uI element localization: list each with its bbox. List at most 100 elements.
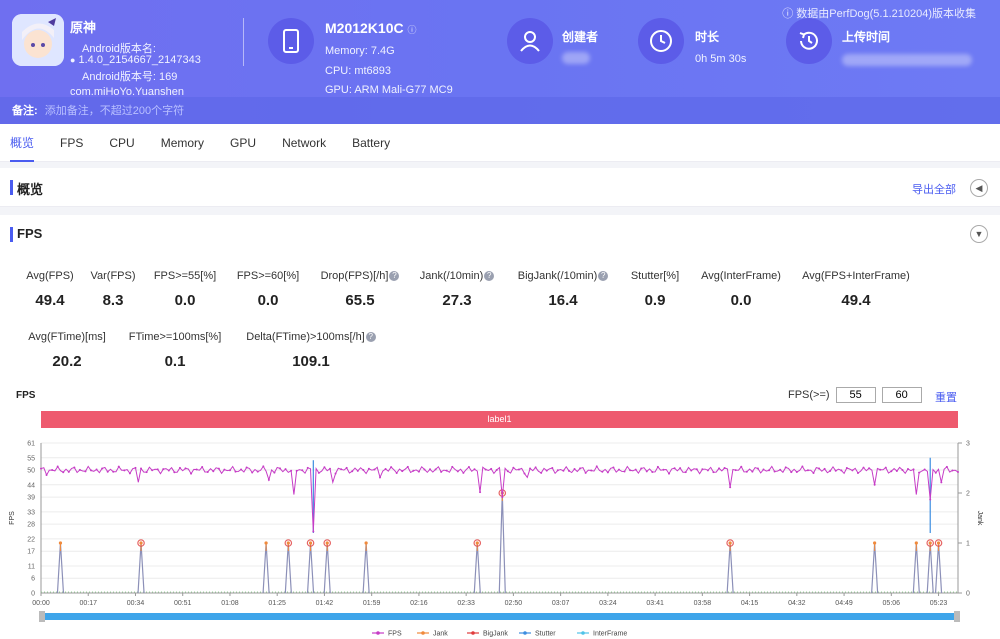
fps-point — [45, 473, 48, 476]
fps-point — [417, 470, 420, 473]
tab-fps[interactable]: FPS — [60, 135, 84, 150]
upload-time-redacted — [842, 54, 972, 66]
fps-chart-title: FPS — [16, 390, 36, 401]
y-tick-label: 61 — [27, 441, 35, 448]
help-icon[interactable]: ? — [389, 271, 400, 281]
fps-point — [629, 469, 632, 472]
fps-point — [601, 470, 604, 473]
fps-point — [651, 470, 654, 473]
fps-point — [56, 465, 59, 468]
metric-label: FTime>=100ms[%] — [128, 331, 222, 343]
jank-point — [873, 541, 877, 545]
fps-point — [306, 466, 309, 469]
metric-fps-55: FPS>=55[%] 0.0 — [115, 270, 255, 309]
fps-point — [395, 472, 398, 475]
zoom-handle-right — [954, 611, 960, 622]
bigjank-point — [284, 539, 293, 547]
fps-point — [429, 468, 432, 471]
help-icon[interactable]: ? — [365, 332, 376, 342]
fps-point — [101, 467, 104, 470]
jank-point — [364, 541, 368, 545]
device-cpu: CPU: mt6893 — [325, 65, 392, 77]
android-version-name-label: Android版本名: — [82, 43, 156, 55]
metric-label: FPS>=60[%] — [236, 270, 300, 282]
section-accent — [10, 227, 13, 242]
fps-point — [856, 472, 859, 475]
x-tick-label: 01:59 — [363, 600, 381, 607]
bigjank-point — [306, 539, 315, 547]
metric-value: 16.4 — [548, 292, 578, 309]
metric-label: BigJank(/10min)? — [493, 270, 633, 282]
user-icon — [507, 18, 553, 64]
metric-value: 109.1 — [292, 353, 330, 370]
tab-overview[interactable]: 概览 — [10, 124, 35, 162]
note-bar[interactable]: 备注: 添加备注，不超过200个字符 — [0, 97, 1000, 124]
y-right-tick-label: 1 — [966, 541, 970, 548]
y-tick-label: 39 — [27, 495, 35, 502]
reset-button[interactable]: 重置 — [935, 392, 957, 404]
x-tick-label: 05:06 — [883, 600, 901, 607]
android-icon: ● — [70, 55, 76, 65]
device-gpu: GPU: ARM Mali-G77 MC9 — [325, 84, 453, 96]
help-icon[interactable]: ? — [484, 271, 495, 281]
tab-cpu[interactable]: CPU — [109, 135, 135, 150]
tab-battery[interactable]: Battery — [352, 135, 391, 150]
zoom-handle-left — [39, 611, 45, 622]
fps-point — [167, 469, 170, 472]
help-icon[interactable]: ? — [598, 271, 609, 281]
app-name: 原神 — [70, 20, 97, 35]
expand-down-icon[interactable]: ▼ — [970, 225, 988, 243]
fps-point — [745, 470, 748, 473]
label-bar[interactable]: label1 — [41, 411, 958, 428]
metric-value: 0.9 — [644, 292, 666, 309]
x-tick-label: 00:17 — [79, 600, 97, 607]
fps-point — [545, 469, 548, 472]
fps-section-header: FPS ▼ — [0, 218, 1000, 252]
fps-point — [512, 466, 515, 469]
x-tick-label: 03:41 — [646, 600, 664, 607]
fps-point — [551, 466, 554, 469]
collapse-left-icon[interactable]: ◀ — [970, 179, 988, 197]
fps-point — [106, 470, 109, 473]
device-info-icon[interactable]: ⓘ — [407, 25, 417, 35]
fps-point — [645, 470, 648, 473]
device-model: M2012K10C ⓘ — [325, 20, 417, 36]
fps-point — [534, 466, 537, 469]
tab-gap — [0, 162, 1000, 168]
creator-label: 创建者 — [562, 30, 599, 44]
fps-threshold-low-input[interactable] — [835, 387, 876, 403]
fps-point — [190, 472, 193, 475]
tab-network[interactable]: Network — [282, 135, 327, 150]
fps-point — [523, 472, 526, 475]
fps-point — [212, 470, 215, 473]
fps-point — [484, 468, 487, 471]
fps-point — [695, 468, 698, 471]
fps-point — [801, 465, 804, 468]
bigjank-point — [137, 539, 145, 547]
legend-dot-fps — [376, 631, 380, 635]
tab-gpu[interactable]: GPU — [230, 135, 257, 150]
x-tick-label: 02:16 — [410, 600, 428, 607]
fps-point — [940, 481, 943, 484]
fps-point — [440, 470, 443, 473]
metric-avg-fps-interframe: Avg(FPS+InterFrame) 49.4 — [786, 270, 926, 309]
fps-point — [323, 466, 326, 469]
header-divider — [243, 18, 244, 66]
section-gap — [0, 207, 1000, 215]
fps-point — [40, 467, 42, 470]
legend-dot-stutter — [523, 631, 527, 635]
metric-label: Var(FPS) — [90, 270, 136, 282]
export-all-link[interactable]: 导出全部 — [912, 184, 956, 196]
fps-point — [401, 470, 404, 473]
fps-point — [84, 470, 87, 473]
fps-section-title: FPS — [17, 226, 43, 241]
fps-point — [706, 469, 709, 472]
fps-point — [718, 467, 721, 470]
fps-chart[interactable]: 0 6 11 17 22 28 33 39 44 50 55 61 0 1 2 3 FPS Jank 00:00 00… — [0, 432, 1000, 639]
tab-memory[interactable]: Memory — [160, 135, 205, 150]
metric-label: Avg(FTime)[ms] — [28, 331, 106, 343]
fps-threshold-high-input[interactable] — [881, 387, 922, 403]
note-input[interactable]: 添加备注，不超过200个字符 — [44, 105, 185, 117]
metric-label: Stutter[%] — [630, 270, 680, 282]
fps-point — [929, 498, 932, 501]
